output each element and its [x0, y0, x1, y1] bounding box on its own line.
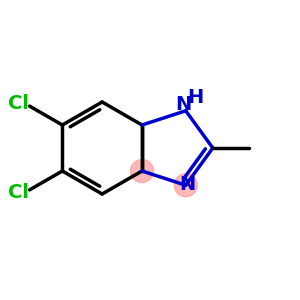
Text: Cl: Cl [8, 183, 29, 202]
Circle shape [174, 174, 197, 197]
Text: H: H [188, 88, 204, 107]
Text: N: N [176, 95, 192, 114]
Text: Cl: Cl [8, 94, 29, 112]
Circle shape [130, 160, 154, 182]
Text: N: N [180, 175, 196, 194]
